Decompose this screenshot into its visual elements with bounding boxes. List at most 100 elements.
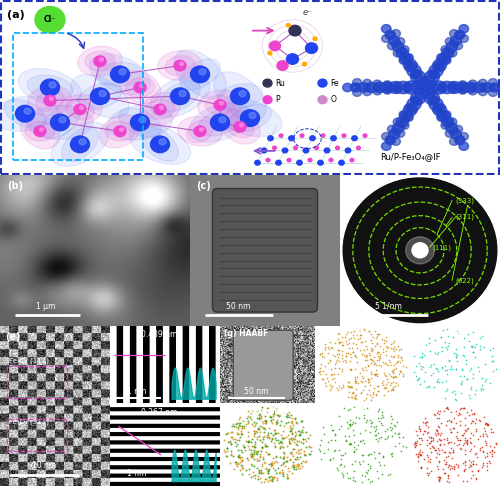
Point — [344, 393, 352, 401]
Point — [352, 377, 360, 384]
Circle shape — [406, 104, 416, 112]
Point — [271, 443, 279, 451]
Point — [269, 416, 277, 423]
Point — [290, 445, 298, 452]
Point — [445, 356, 453, 364]
Point — [367, 368, 375, 376]
Point — [267, 429, 275, 436]
Point — [387, 426, 395, 434]
Point — [346, 420, 354, 428]
Point — [416, 434, 424, 442]
Circle shape — [385, 136, 396, 145]
Point — [427, 433, 435, 441]
Text: (b): (b) — [8, 181, 24, 191]
Point — [345, 420, 353, 428]
Point — [454, 351, 462, 359]
Point — [472, 450, 480, 457]
Point — [288, 469, 296, 477]
Point — [372, 432, 380, 439]
Point — [430, 411, 438, 419]
Point — [338, 338, 346, 346]
Point — [252, 406, 260, 414]
Point — [396, 346, 404, 354]
Point — [232, 459, 240, 467]
Point — [256, 469, 264, 476]
Point — [282, 413, 290, 420]
Circle shape — [396, 117, 408, 127]
Point — [386, 379, 394, 386]
Point — [464, 424, 472, 432]
Point — [244, 438, 252, 446]
Point — [446, 478, 454, 486]
Circle shape — [277, 61, 288, 70]
Point — [466, 447, 473, 455]
Circle shape — [94, 56, 106, 67]
Point — [470, 390, 478, 398]
Point — [418, 463, 426, 470]
Point — [290, 435, 298, 443]
Point — [425, 334, 433, 342]
Point — [350, 431, 358, 439]
Point — [364, 362, 372, 370]
Point — [331, 431, 339, 438]
Point — [234, 430, 242, 438]
Point — [444, 434, 452, 442]
Point — [376, 349, 384, 357]
Point — [361, 472, 369, 480]
Point — [264, 431, 272, 439]
Text: 50 nm: 50 nm — [226, 301, 250, 311]
Point — [392, 372, 400, 380]
Point — [396, 367, 404, 375]
Point — [374, 387, 382, 395]
Point — [382, 380, 390, 387]
Point — [367, 344, 375, 352]
Point — [473, 453, 481, 461]
Point — [283, 471, 291, 479]
Ellipse shape — [20, 114, 59, 149]
Circle shape — [119, 69, 126, 75]
Point — [344, 425, 351, 433]
Point — [340, 404, 348, 412]
Circle shape — [99, 90, 106, 97]
Point — [246, 460, 254, 468]
Point — [410, 352, 418, 360]
Point — [335, 330, 343, 337]
Point — [472, 425, 480, 433]
Point — [341, 333, 349, 341]
Point — [234, 446, 242, 454]
Point — [262, 408, 270, 416]
Point — [388, 449, 396, 456]
Circle shape — [373, 82, 386, 93]
Point — [446, 339, 454, 347]
Point — [460, 434, 468, 442]
Point — [338, 455, 345, 463]
Point — [278, 470, 286, 478]
Point — [316, 364, 324, 372]
Point — [252, 440, 260, 448]
Circle shape — [50, 97, 54, 101]
Point — [221, 448, 229, 456]
Ellipse shape — [36, 90, 64, 111]
Text: 1 nm: 1 nm — [126, 386, 146, 396]
Circle shape — [140, 84, 143, 87]
Point — [254, 414, 262, 421]
Point — [488, 447, 496, 454]
Point — [448, 388, 456, 396]
Point — [262, 465, 270, 473]
Circle shape — [441, 46, 450, 53]
Point — [350, 333, 358, 341]
Point — [380, 377, 388, 385]
Point — [416, 427, 424, 435]
Point — [375, 449, 383, 456]
Circle shape — [423, 81, 439, 94]
Point — [362, 417, 370, 424]
Point — [379, 413, 387, 421]
Point — [444, 474, 452, 482]
Circle shape — [372, 80, 382, 88]
Point — [366, 462, 374, 469]
Point — [279, 459, 287, 467]
Point — [434, 457, 442, 465]
Ellipse shape — [4, 99, 46, 128]
Circle shape — [450, 127, 458, 136]
Ellipse shape — [125, 77, 155, 98]
